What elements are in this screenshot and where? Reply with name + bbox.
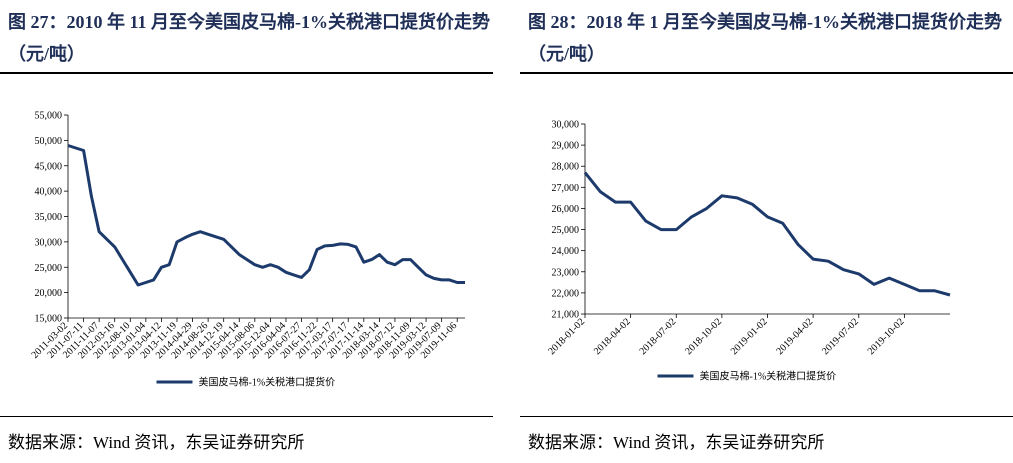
chart-title: 图 27：2010 年 11 月至今美国皮马棉-1%关税港口提货价走势（元/吨） bbox=[8, 12, 490, 64]
rule bbox=[0, 72, 493, 74]
x-tick-label: 2018-01-02 bbox=[546, 316, 587, 357]
y-tick-label: 26,000 bbox=[552, 204, 580, 215]
legend-label: 美国皮马棉-1%关税港口提货价 bbox=[700, 370, 837, 383]
chart: 15,000 20,000 25,000 30,000 35,000 40,000 45,0… bbox=[30, 111, 465, 389]
y-tick-label: 45,000 bbox=[35, 161, 63, 172]
y-tick-label: 25,000 bbox=[35, 263, 63, 274]
x-tick-label: 2018-04-02 bbox=[592, 316, 633, 357]
x-tick-label: 2019-01-02 bbox=[729, 316, 770, 357]
x-tick-label: 2019-10-02 bbox=[866, 316, 907, 357]
chart: 21,000 22,000 23,000 24,000 25,000 26,000 27,0… bbox=[546, 120, 951, 383]
panel: 图 28：2018 年 1 月至今美国皮马棉-1%关税港口提货价走势（元/吨） … bbox=[520, 0, 1013, 463]
line-series bbox=[583, 171, 951, 297]
y-tick-label: 50,000 bbox=[35, 136, 63, 147]
y-tick-label: 21,000 bbox=[552, 310, 580, 321]
y-tick-label: 28,000 bbox=[552, 162, 580, 173]
x-tick-label: 2019-07-02 bbox=[820, 316, 861, 357]
y-tick-label: 35,000 bbox=[35, 212, 63, 223]
rule bbox=[520, 416, 1013, 417]
y-tick-label: 27,000 bbox=[552, 183, 580, 194]
y-tick-label: 15,000 bbox=[35, 314, 63, 325]
x-tick-label: 2019-04-02 bbox=[774, 316, 815, 357]
legend-label: 美国皮马棉-1%关税港口提货价 bbox=[199, 376, 336, 389]
y-tick-label: 40,000 bbox=[35, 187, 63, 198]
x-tick-label: 2018-07-02 bbox=[638, 316, 679, 357]
y-tick-label: 25,000 bbox=[552, 225, 580, 236]
panel: 图 27：2010 年 11 月至今美国皮马棉-1%关税港口提货价走势（元/吨）… bbox=[0, 0, 493, 463]
y-tick-label: 24,000 bbox=[552, 246, 580, 257]
y-tick-label: 22,000 bbox=[552, 288, 580, 299]
y-tick-label: 23,000 bbox=[552, 267, 580, 278]
y-tick-label: 30,000 bbox=[35, 237, 63, 248]
line-series bbox=[67, 144, 465, 287]
x-tick-label: 2018-10-02 bbox=[683, 316, 724, 357]
chart-title: 图 28：2018 年 1 月至今美国皮马棉-1%关税港口提货价走势（元/吨） bbox=[528, 12, 1002, 64]
rule bbox=[520, 72, 1013, 74]
source: 数据来源：Wind 资讯，东吴证券研究所 bbox=[8, 433, 305, 452]
y-tick-label: 30,000 bbox=[552, 120, 580, 131]
y-tick-label: 55,000 bbox=[35, 111, 63, 122]
y-tick-label: 29,000 bbox=[552, 141, 580, 152]
source: 数据来源：Wind 资讯，东吴证券研究所 bbox=[528, 433, 825, 452]
rule bbox=[0, 416, 493, 417]
y-tick-label: 20,000 bbox=[35, 288, 63, 299]
